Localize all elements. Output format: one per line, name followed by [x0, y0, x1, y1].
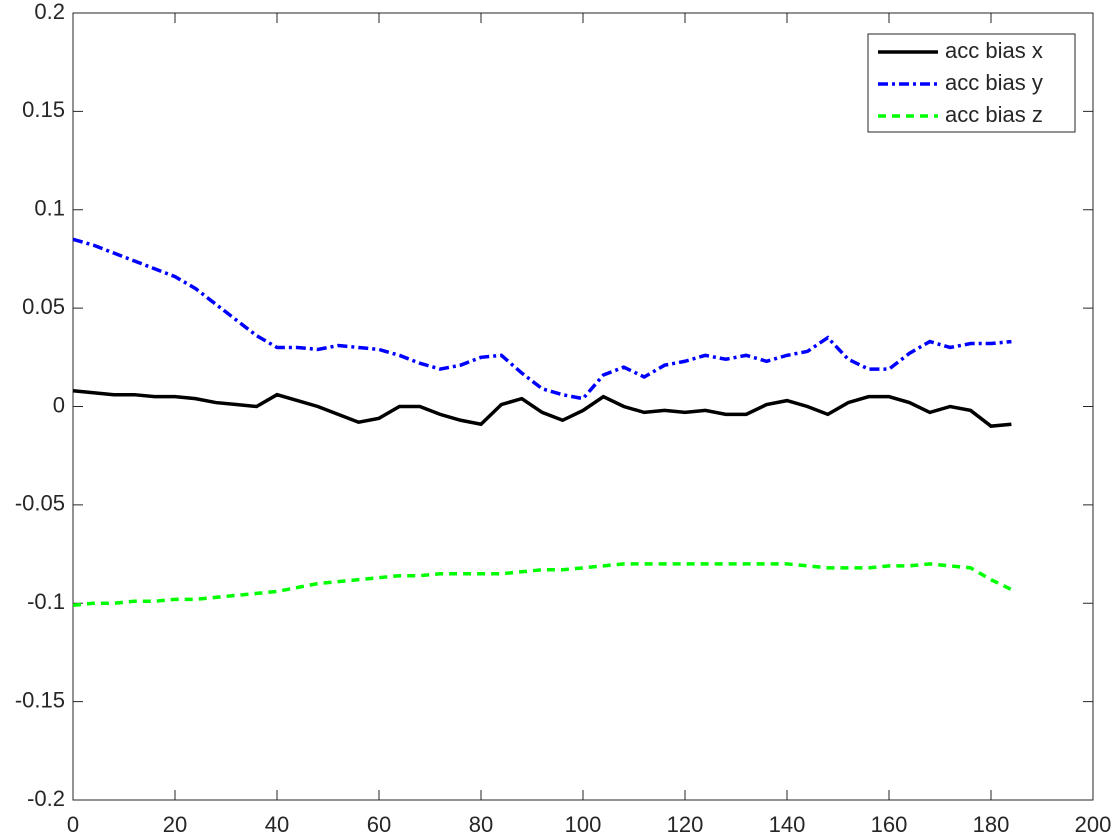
x-tick-label: 40 [265, 812, 289, 837]
y-tick-label: -0.15 [15, 687, 65, 712]
y-tick-label: 0.2 [34, 0, 65, 24]
legend-label: acc bias x [945, 38, 1043, 63]
x-tick-label: 180 [973, 812, 1010, 837]
x-tick-label: 120 [667, 812, 704, 837]
y-tick-label: 0 [53, 392, 65, 417]
x-tick-label: 60 [367, 812, 391, 837]
legend-label: acc bias y [945, 70, 1043, 95]
x-tick-label: 160 [871, 812, 908, 837]
series-line [72, 237, 1012, 401]
y-tick-label: 0.05 [22, 294, 65, 319]
y-tick-label: -0.2 [27, 786, 65, 811]
series-line [72, 562, 1013, 607]
y-tick-label: -0.1 [27, 589, 65, 614]
x-tick-label: 0 [67, 812, 79, 837]
series-line [72, 389, 1012, 428]
x-tick-label: 100 [565, 812, 602, 837]
x-tick-label: 80 [469, 812, 493, 837]
x-tick-label: 140 [769, 812, 806, 837]
legend-label: acc bias z [945, 102, 1043, 127]
y-tick-label: 0.1 [34, 196, 65, 221]
x-tick-label: 200 [1075, 812, 1112, 837]
y-tick-label: 0.15 [22, 97, 65, 122]
x-tick-label: 20 [163, 812, 187, 837]
y-tick-label: -0.05 [15, 491, 65, 516]
